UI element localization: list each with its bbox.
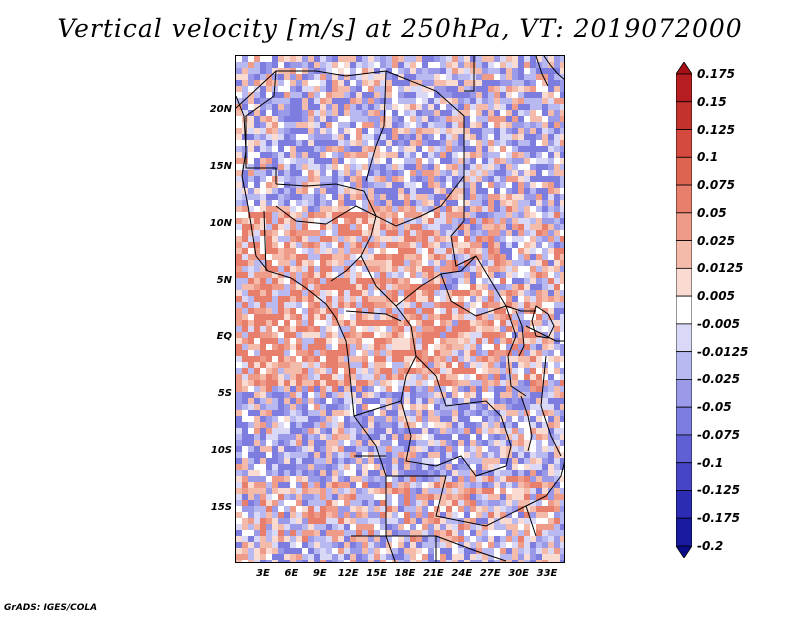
colorbar-swatch [676,184,692,214]
country-borders [236,56,564,562]
colorbar-tick-label: 0.125 [697,122,735,137]
colorbar-tick-label: -0.2 [697,539,724,553]
border [353,400,507,477]
colorbar-swatch [676,323,692,353]
lake [515,310,525,357]
colorbar-max-arrow [676,62,692,75]
border [365,70,387,182]
lon-tick-label: 24E [451,568,473,579]
colorbar-tick-label: -0.1 [697,455,724,470]
border [275,205,377,282]
colorbar-swatch [676,379,692,408]
coastline [535,56,549,87]
lon-tick-label: 21E [423,568,444,579]
colorbar-swatch [676,212,692,241]
colorbar-tick-label: -0.005 [697,316,740,331]
colorbar-tick-label: -0.125 [697,483,740,498]
lon-tick-label: 12E [337,568,359,579]
lat-tick-label: 5S [217,388,232,399]
colorbar-swatch [676,240,692,269]
colorbar-swatch [676,129,692,158]
border [415,355,512,467]
lon-tick-label: 3E [256,568,270,579]
colorbar-swatch [676,490,692,519]
colorbar-tick-label: 0.175 [697,67,735,81]
lat-tick-label: 15S [210,502,232,513]
border [386,475,537,537]
border [525,461,564,507]
vertical-velocity-field [236,56,564,562]
coastline [543,56,564,80]
shaded-field [236,56,564,562]
lon-tick-label: 18E [394,568,416,579]
colorbar-tick-label: 0.005 [697,289,735,304]
colorbar-swatch [676,517,692,547]
lat-tick-label: 5N [216,275,232,286]
lat-tick-label: 10N [209,218,232,229]
lat-tick-label: 15N [209,161,232,172]
colorbar-tick-label: 0.025 [697,233,735,248]
border [345,310,402,322]
colorbar-tick-label: 0.075 [697,178,735,193]
colorbar-tick-label: -0.0125 [697,344,749,359]
colorbar-tick-label: 0.0125 [697,261,744,276]
lon-tick-label: 6E [284,568,299,579]
border [263,210,267,272]
border [464,56,475,92]
colorbar-tick-label: 0.05 [697,205,727,220]
coastline [236,95,396,562]
border [525,325,564,342]
colorbar-swatch [676,101,692,130]
colorbar-swatch [676,156,692,186]
colorbar-swatch [676,73,692,103]
lat-tick-label: EQ [216,331,232,342]
lat-tick-label: 20N [209,104,232,115]
lake [520,395,533,452]
colorbar-tick-label: -0.05 [697,400,732,415]
border [505,305,527,397]
colorbar-swatch [676,351,692,380]
border [540,355,562,457]
grads-credit: GrADS: IGES/COLA [4,603,98,613]
map-title: Vertical velocity [m/s] at 250hPa, VT: 2… [57,14,743,43]
colorbar-tick-label: 0.1 [697,150,719,165]
colorbar-tick-label: -0.025 [697,372,740,387]
border [360,255,477,307]
colorbar-swatch [676,267,692,297]
colorbar-tick-label: -0.075 [697,427,740,442]
map-panel [235,55,565,563]
colorbar-tick-label: -0.175 [697,511,740,526]
lon-tick-label: 9E [312,568,327,579]
border [236,70,465,176]
colorbar-tick-label: 0.15 [697,94,727,109]
lat-tick-label: 10S [210,445,232,456]
lon-tick-label: 30E [508,568,529,579]
colorbar-swatch [676,434,692,464]
border [435,535,507,562]
colorbar-swatch [676,295,692,325]
lon-tick-label: 27E [479,568,501,579]
border [440,273,507,317]
lon-tick-label: 33E [536,568,558,579]
border [245,70,277,184]
border [275,174,465,227]
lake [531,305,555,339]
colorbar-min-arrow [676,545,692,558]
lon-tick-label: 15E [366,568,387,579]
border [450,220,536,312]
colorbar-swatch [676,406,692,436]
colorbar-swatch [676,462,692,491]
colorbar [676,62,692,558]
